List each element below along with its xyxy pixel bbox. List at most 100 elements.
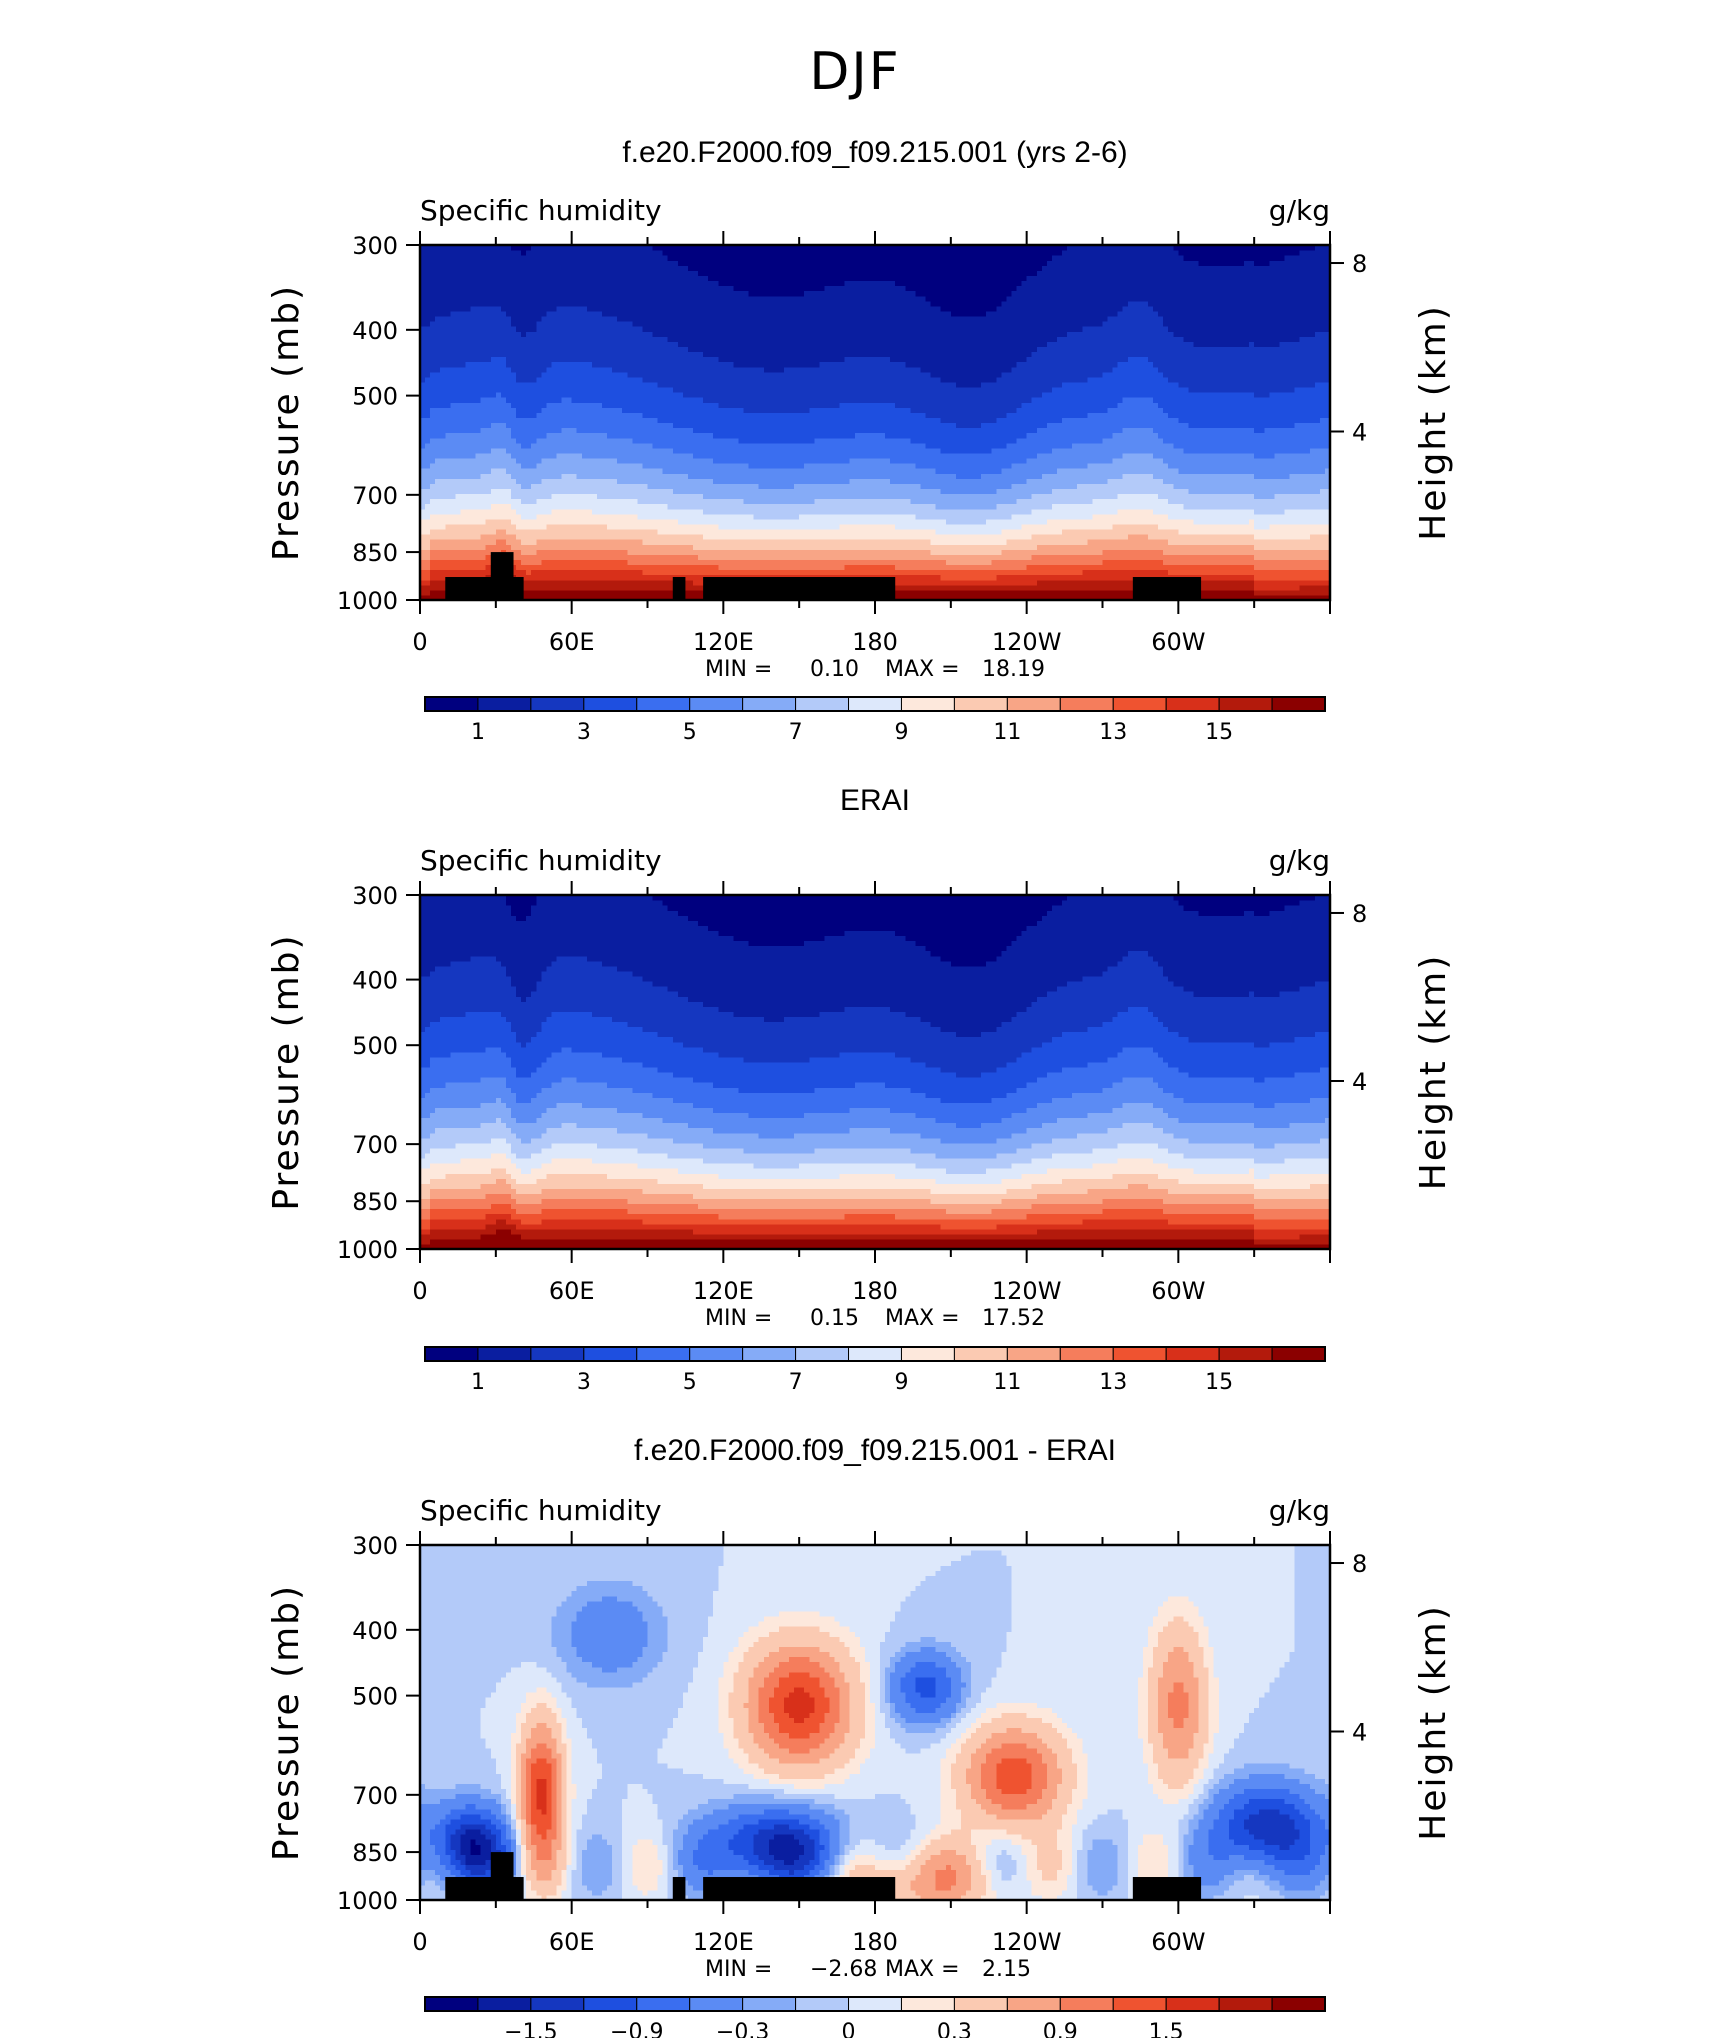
contour-cell	[1122, 1122, 1154, 1129]
contour-cell	[1233, 1778, 1301, 1784]
contour-cell	[612, 366, 765, 373]
contour-cell	[1198, 1692, 1210, 1698]
contour-cell	[1092, 1147, 1169, 1154]
contour-cell	[485, 544, 512, 550]
contour-cell	[561, 1752, 568, 1759]
contour-cell	[511, 1788, 517, 1795]
contour-cell	[566, 1747, 573, 1754]
contour-cell	[485, 1046, 502, 1053]
contour-cell	[1309, 1849, 1326, 1855]
contour-cell	[420, 336, 669, 342]
contour-cell	[890, 1621, 1013, 1627]
contour-cell	[960, 1808, 987, 1815]
contour-cell	[718, 1717, 735, 1724]
contour-cell	[955, 1702, 967, 1708]
contour-cell	[622, 1859, 633, 1866]
contour-cell	[480, 1813, 497, 1820]
contour-cell	[1198, 1778, 1210, 1784]
contour-cell	[647, 1621, 669, 1627]
contour-cell	[546, 1798, 553, 1805]
contour-cell	[677, 1712, 719, 1719]
contour-cell	[561, 1778, 568, 1784]
contour-cell	[1309, 447, 1331, 454]
contour-cell	[1087, 463, 1169, 469]
contour-cell	[950, 1763, 972, 1769]
contour-cell	[516, 1752, 522, 1759]
contour-cell	[561, 1818, 568, 1825]
contour-cell	[1153, 1783, 1169, 1790]
contour-cell	[778, 1727, 820, 1734]
contour-cell	[1213, 1823, 1230, 1830]
contour-cell	[1158, 1727, 1200, 1734]
y-tick-label: 400	[352, 967, 398, 995]
contour-cell	[667, 1621, 709, 1627]
contour-cell	[591, 361, 735, 368]
contour-cell	[1087, 1864, 1119, 1871]
contour-cell	[966, 1778, 982, 1784]
contour-cell	[971, 1707, 987, 1713]
contour-cell	[420, 1651, 558, 1658]
contour-cell	[723, 1671, 735, 1678]
contour-cell	[470, 955, 497, 962]
y-tick-label: 500	[352, 1683, 398, 1711]
contour-cell	[551, 1844, 563, 1850]
contour-cell	[890, 1692, 906, 1698]
contour-cell	[657, 1661, 699, 1668]
contour-cell	[910, 1702, 942, 1708]
contour-cell	[420, 1616, 553, 1622]
contour-cell	[986, 1737, 1043, 1744]
contour-cell	[1046, 991, 1195, 997]
contour-cell	[950, 1768, 967, 1774]
contour-cell	[1102, 970, 1164, 977]
contour-cell	[905, 1854, 917, 1861]
contour-cell	[829, 1752, 856, 1759]
contour-cell	[505, 468, 664, 474]
contour-cell	[991, 1208, 1104, 1215]
contour-cell	[1319, 1854, 1331, 1861]
contour-cell	[1153, 473, 1255, 479]
contour-cell	[561, 1122, 578, 1129]
contour-cell	[566, 1752, 573, 1759]
contour-cell	[1173, 1722, 1184, 1729]
contour-cell	[505, 895, 537, 901]
contour-cell	[516, 1768, 522, 1774]
contour-cell	[834, 1676, 846, 1683]
contour-cell	[991, 447, 1053, 454]
contour-cell	[966, 1773, 982, 1779]
contour-cell	[748, 1707, 760, 1713]
contour-cell	[920, 1132, 1013, 1139]
contour-cell	[784, 366, 922, 373]
contour-cell	[1173, 245, 1316, 251]
y-tick-label: 1000	[337, 1887, 398, 1915]
contour-cell	[1254, 260, 1270, 266]
contour-cell	[1254, 991, 1281, 997]
contour-cell	[1142, 1666, 1149, 1673]
contour-cell	[758, 1829, 805, 1835]
contour-cell	[490, 1203, 512, 1210]
contour-cell	[804, 940, 917, 947]
contour-cell	[505, 970, 542, 977]
contour-cell	[1148, 1768, 1159, 1774]
contour-cell	[1097, 1889, 1109, 1896]
contour-cell	[632, 970, 1104, 977]
contour-cell	[571, 1626, 649, 1632]
contour-cell	[986, 1854, 997, 1861]
contour-cell	[1062, 1031, 1179, 1038]
contour-cell	[420, 1626, 553, 1632]
contour-cell	[556, 1889, 563, 1896]
contour-cell	[566, 1823, 573, 1830]
contour-cell	[551, 1082, 608, 1088]
y-tick-label: 1000	[337, 1236, 398, 1264]
contour-cell	[935, 468, 1002, 474]
contour-cell	[844, 1641, 861, 1648]
contour-cell	[521, 1874, 527, 1881]
contour-cell	[1198, 1818, 1215, 1825]
contour-cell	[748, 940, 805, 947]
contour-cell	[885, 1722, 901, 1729]
contour-cell	[1092, 1818, 1129, 1825]
contour-cell	[672, 1036, 1053, 1043]
contour-cell	[667, 1626, 709, 1632]
contour-cell	[1067, 1874, 1078, 1881]
contour-cell	[1233, 1793, 1301, 1800]
contour-cell	[986, 518, 1048, 525]
